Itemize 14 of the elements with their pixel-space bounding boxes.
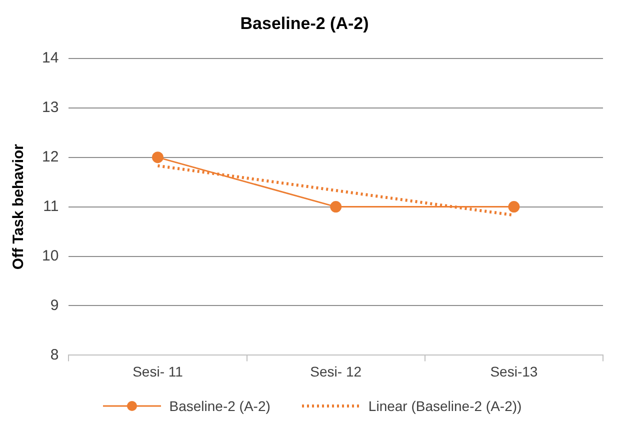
y-axis-title: Off Task behavior <box>10 144 28 270</box>
chart-title: Baseline-2 (A-2) <box>240 14 369 33</box>
x-tick-label: Sesi- 11 <box>132 363 184 380</box>
y-tick-label: 9 <box>50 296 59 314</box>
y-tick-label: 14 <box>42 50 59 67</box>
y-tick-label: 8 <box>50 346 59 364</box>
y-tick-label: 13 <box>42 99 59 116</box>
y-tick-label: 11 <box>43 198 59 215</box>
x-tick-label: Sesi- 12 <box>310 363 362 380</box>
x-tick-label: Sesi-13 <box>490 363 538 380</box>
y-tick-label: 12 <box>42 148 59 166</box>
y-tick-label: 10 <box>42 247 59 264</box>
legend-label: Baseline-2 (A-2) <box>169 398 270 414</box>
legend-label: Linear (Baseline-2 (A-2)) <box>368 398 522 414</box>
